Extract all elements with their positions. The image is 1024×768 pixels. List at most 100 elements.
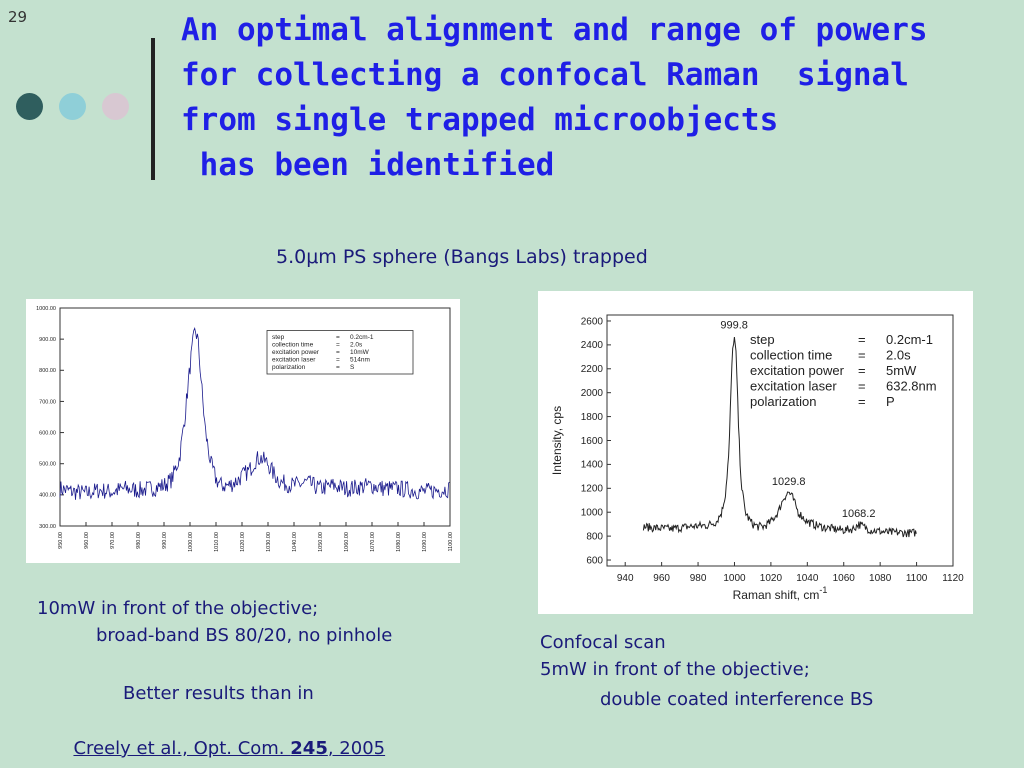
- x-tick-label: 1120: [942, 573, 964, 584]
- decorative-dots: [16, 93, 129, 120]
- x-axis-label: Raman shift, cm-1: [733, 585, 828, 602]
- dot-pink: [102, 93, 129, 120]
- title-divider: [151, 38, 155, 180]
- peak-label: 1068.2: [842, 508, 876, 520]
- y-tick-label: 800.00: [39, 368, 56, 374]
- x-tick-label: 960: [653, 573, 670, 584]
- plot-frame: [59, 307, 451, 527]
- y-tick-label: 2400: [581, 340, 604, 351]
- spectrum-line: [59, 326, 450, 500]
- legend-sep: =: [858, 332, 866, 347]
- title-line: from single trapped microobjects: [181, 102, 779, 138]
- y-tick-label: 1200: [581, 484, 604, 495]
- legend-value: 2.0s: [350, 342, 363, 349]
- left-caption-line3: Better results than in: [123, 683, 314, 704]
- reference-link[interactable]: Creely et al., Opt. Com. 245, 2005: [62, 707, 385, 763]
- right-caption-line1: Confocal scan: [540, 632, 666, 653]
- x-tick-label: 1030.00: [266, 532, 272, 552]
- y-tick-label: 700.00: [39, 399, 56, 405]
- y-tick-label: 500.00: [39, 462, 56, 468]
- y-axis-label: Intensity, cps: [550, 406, 564, 475]
- peak-label: 999.8: [720, 319, 748, 331]
- reference-link-suffix[interactable]: , 2005: [327, 738, 386, 759]
- x-tick-label: 1010.00: [214, 532, 220, 552]
- y-tick-label: 900.00: [39, 337, 56, 343]
- dot-dark: [16, 93, 43, 120]
- y-tick-label: 2600: [581, 316, 604, 327]
- dot-light-blue: [59, 93, 86, 120]
- title-line: for collecting a confocal Raman signal: [181, 57, 909, 93]
- slide-number: 29: [8, 8, 28, 26]
- legend-label: step: [750, 332, 775, 347]
- legend-box: [266, 330, 414, 375]
- x-tick-label: 1020: [760, 573, 783, 584]
- legend-value: S: [350, 364, 355, 371]
- x-tick-label: 990.00: [162, 532, 168, 549]
- legend-sep: =: [858, 394, 866, 409]
- y-tick-label: 2200: [581, 364, 604, 375]
- legend-value: 5mW: [886, 363, 917, 378]
- legend-sep: =: [858, 379, 866, 394]
- x-tick-label: 1080.00: [396, 532, 402, 552]
- legend-label: polarization: [750, 394, 817, 409]
- legend-value: 514nm: [350, 357, 370, 364]
- x-tick-label: 950.00: [58, 532, 64, 549]
- x-tick-label: 1070.00: [370, 532, 376, 552]
- y-tick-label: 1600: [581, 436, 604, 447]
- legend-value: 632.8nm: [886, 379, 937, 394]
- right-caption-line3: double coated interference BS: [600, 689, 874, 710]
- y-tick-label: 1000.00: [36, 306, 56, 312]
- legend-sep: =: [336, 364, 340, 371]
- legend-value: 2.0s: [886, 348, 911, 363]
- legend-sep: =: [858, 363, 866, 378]
- legend-label: step: [272, 334, 285, 341]
- y-tick-label: 400.00: [39, 493, 56, 499]
- y-tick-label: 600: [586, 555, 603, 566]
- x-tick-label: 970.00: [110, 532, 116, 549]
- title-line: has been identified: [181, 147, 555, 183]
- spectrum-line: [642, 336, 917, 538]
- slide-subtitle: 5.0μm PS sphere (Bangs Labs) trapped: [276, 246, 648, 268]
- legend-value: P: [886, 394, 895, 409]
- x-tick-label: 1000: [723, 573, 746, 584]
- left-spectrum-chart: 300.00 400.00 500.00 600.00 700.00 800.00 900.…: [36, 306, 454, 552]
- x-tick-label: 1050.00: [318, 532, 324, 552]
- reference-link-volume[interactable]: 245: [290, 738, 328, 759]
- x-tick-label: 960.00: [84, 532, 90, 549]
- legend-sep: =: [336, 334, 340, 341]
- legend-value: 0.2cm-1: [350, 334, 374, 341]
- legend-sep: =: [336, 342, 340, 349]
- legend-label: excitation laser: [272, 357, 316, 364]
- x-tick-label: 980: [690, 573, 707, 584]
- x-tick-label: 1000.00: [188, 532, 194, 552]
- y-tick-label: 2000: [581, 388, 604, 399]
- x-tick-label: 1100.00: [448, 532, 454, 551]
- legend-label: polarization: [272, 364, 306, 371]
- legend-label: excitation laser: [750, 379, 837, 394]
- legend-label: collection time: [272, 342, 314, 349]
- x-tick-label: 1040: [796, 573, 819, 584]
- peak-label: 1029.8: [772, 476, 806, 488]
- x-tick-label: 1100: [906, 573, 928, 584]
- legend-value: 10mW: [350, 349, 370, 356]
- reference-link-prefix[interactable]: Creely et al., Opt. Com.: [73, 738, 291, 759]
- right-spectrum-chart: 600 800 1000 1200 1400 1600 1800 2000 2200 2400 26…: [550, 314, 964, 602]
- legend-value: 0.2cm-1: [886, 332, 933, 347]
- right-caption-line2: 5mW in front of the objective;: [540, 659, 810, 680]
- y-tick-label: 600.00: [39, 430, 56, 436]
- x-tick-label: 1060: [833, 573, 856, 584]
- right-spectrum-panel: 600 800 1000 1200 1400 1600 1800 2000 2200 2400 26…: [538, 291, 973, 614]
- x-tick-label: 1060.00: [344, 532, 350, 552]
- legend-label: collection time: [750, 348, 832, 363]
- x-tick-label: 940: [617, 573, 634, 584]
- left-caption-line1: 10mW in front of the objective;: [37, 598, 319, 619]
- title-line: An optimal alignment and range of powers: [181, 12, 928, 48]
- y-tick-label: 800: [586, 531, 603, 542]
- x-tick-label: 980.00: [136, 532, 142, 549]
- y-tick-label: 1800: [581, 412, 604, 423]
- x-axis-label-superscript: -1: [819, 585, 827, 595]
- left-caption-line2: broad-band BS 80/20, no pinhole: [96, 625, 393, 646]
- slide-title: An optimal alignment and range of powers…: [181, 8, 1011, 188]
- x-tick-label: 1040.00: [292, 532, 298, 552]
- left-spectrum-panel: 300.00 400.00 500.00 600.00 700.00 800.00 900.…: [26, 299, 460, 563]
